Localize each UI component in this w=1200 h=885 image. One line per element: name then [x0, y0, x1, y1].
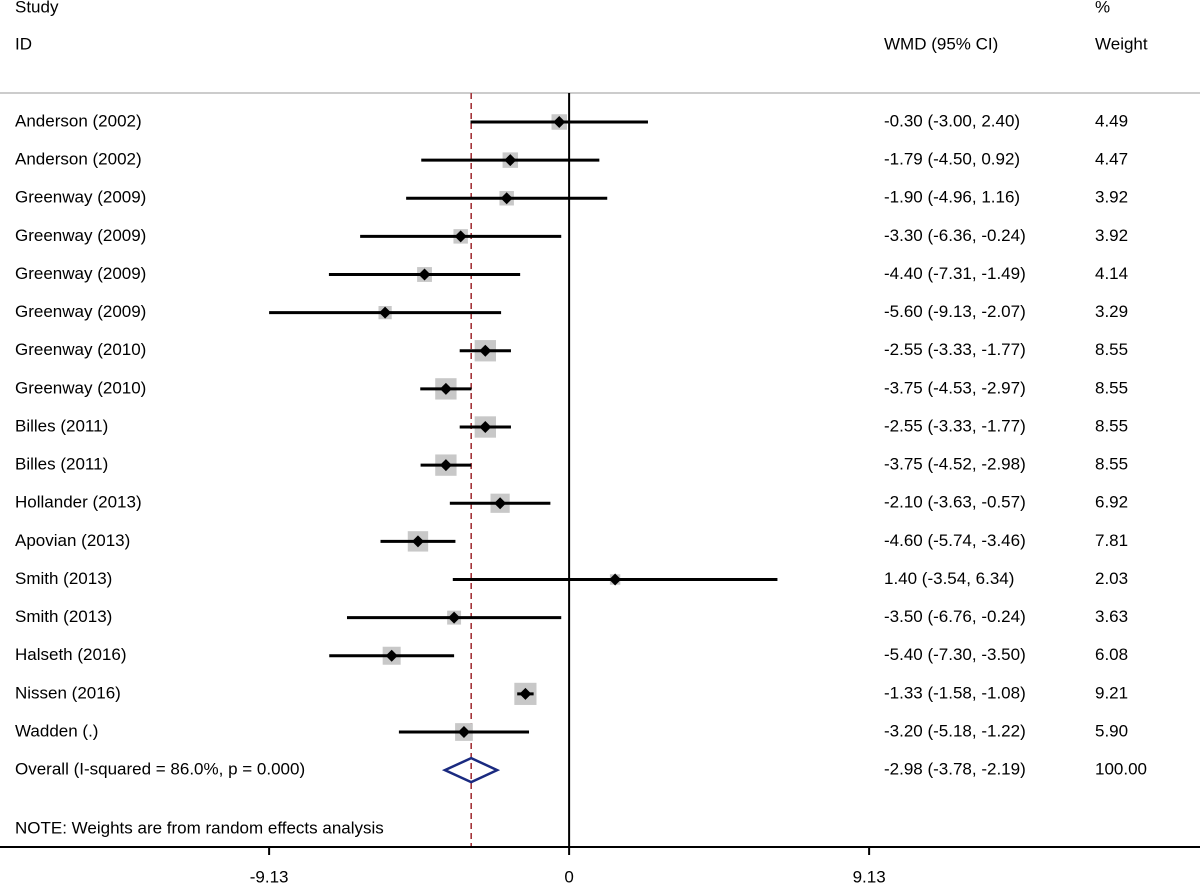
point-estimate [385, 649, 398, 662]
weight-label: 3.92 [1095, 226, 1128, 245]
x-tick-label: 9.13 [853, 867, 886, 885]
study-name: Apovian (2013) [15, 531, 130, 550]
ci-label: -2.55 (-3.33, -1.77) [884, 340, 1026, 359]
study-name: Billes (2011) [15, 416, 108, 435]
ci-label: -4.40 (-7.31, -1.49) [884, 264, 1026, 283]
weight-label: 7.81 [1095, 531, 1128, 550]
x-tick-label: 0 [564, 867, 573, 885]
weight-label: 3.63 [1095, 607, 1128, 626]
study-name: Greenway (2009) [15, 226, 146, 245]
overall-name: Overall (I-squared = 86.0%, p = 0.000) [15, 760, 305, 779]
weight-label: 3.92 [1095, 188, 1128, 207]
point-estimate [494, 497, 507, 510]
ci-label: -4.60 (-5.74, -3.46) [884, 531, 1026, 550]
point-estimate [479, 421, 492, 433]
study-name: Nissen (2016) [15, 683, 121, 702]
study-name: Smith (2013) [15, 607, 112, 626]
header-weight: Weight [1095, 34, 1148, 53]
weight-label: 5.90 [1095, 721, 1128, 740]
ci-label: -3.30 (-6.36, -0.24) [884, 226, 1026, 245]
ci-label: -3.20 (-5.18, -1.22) [884, 721, 1026, 740]
ci-label: 1.40 (-3.54, 6.34) [884, 569, 1014, 588]
note: NOTE: Weights are from random effects an… [15, 818, 384, 837]
study-name: Greenway (2010) [15, 340, 146, 359]
study-name: Anderson (2002) [15, 150, 142, 169]
study-name: Greenway (2010) [15, 378, 146, 397]
point-estimate [504, 154, 517, 167]
weight-label: 3.29 [1095, 302, 1128, 321]
point-estimate [457, 726, 470, 738]
study-name: Wadden (.) [15, 721, 98, 740]
overall-diamond [441, 756, 501, 784]
weight-label: 9.21 [1095, 683, 1128, 702]
study-name: Halseth (2016) [15, 645, 127, 664]
weight-label: 2.03 [1095, 569, 1128, 588]
header-study: Study [15, 0, 59, 16]
point-estimate [454, 230, 467, 243]
point-estimate [479, 344, 492, 357]
ci-label: -1.79 (-4.50, 0.92) [884, 150, 1020, 169]
ci-label: -5.60 (-9.13, -2.07) [884, 302, 1026, 321]
weight-label: 8.55 [1095, 340, 1128, 359]
overall-ci-label: -2.98 (-3.78, -2.19) [884, 760, 1026, 779]
weight-label: 4.49 [1095, 111, 1128, 130]
weight-label: 6.92 [1095, 493, 1128, 512]
point-estimate [439, 382, 452, 395]
ci-label: -3.50 (-6.76, -0.24) [884, 607, 1026, 626]
study-name: Anderson (2002) [15, 111, 142, 130]
point-estimate [553, 116, 566, 128]
weight-label: 4.14 [1095, 264, 1128, 283]
ci-label: -0.30 (-3.00, 2.40) [884, 111, 1020, 130]
header-id: ID [15, 34, 32, 53]
weight-label: 6.08 [1095, 645, 1128, 664]
point-estimate [609, 573, 622, 586]
point-estimate [500, 192, 513, 205]
weight-label: 8.55 [1095, 378, 1128, 397]
study-name: Hollander (2013) [15, 493, 142, 512]
ci-label: -3.75 (-4.52, -2.98) [884, 455, 1026, 474]
point-estimate [448, 611, 461, 624]
study-name: Greenway (2009) [15, 264, 146, 283]
study-name: Billes (2011) [15, 455, 108, 474]
weight-label: 8.55 [1095, 416, 1128, 435]
header-percent: % [1095, 0, 1110, 16]
ci-label: -1.33 (-1.58, -1.08) [884, 683, 1026, 702]
ci-label: -2.55 (-3.33, -1.77) [884, 416, 1026, 435]
point-estimate [418, 268, 431, 281]
study-name: Greenway (2009) [15, 302, 146, 321]
weight-label: 8.55 [1095, 455, 1128, 474]
ci-label: -3.75 (-4.53, -2.97) [884, 378, 1026, 397]
study-name: Greenway (2009) [15, 188, 146, 207]
x-tick-label: -9.13 [250, 867, 289, 885]
point-estimate [379, 306, 392, 319]
overall-weight-label: 100.00 [1095, 760, 1147, 779]
point-estimate [519, 687, 532, 700]
point-estimate [411, 535, 424, 548]
header-effect: WMD (95% CI) [884, 34, 998, 53]
point-estimate [439, 459, 452, 472]
study-name: Smith (2013) [15, 569, 112, 588]
ci-label: -5.40 (-7.30, -3.50) [884, 645, 1026, 664]
weight-label: 4.47 [1095, 150, 1128, 169]
ci-label: -1.90 (-4.96, 1.16) [884, 188, 1020, 207]
ci-label: -2.10 (-3.63, -0.57) [884, 493, 1026, 512]
